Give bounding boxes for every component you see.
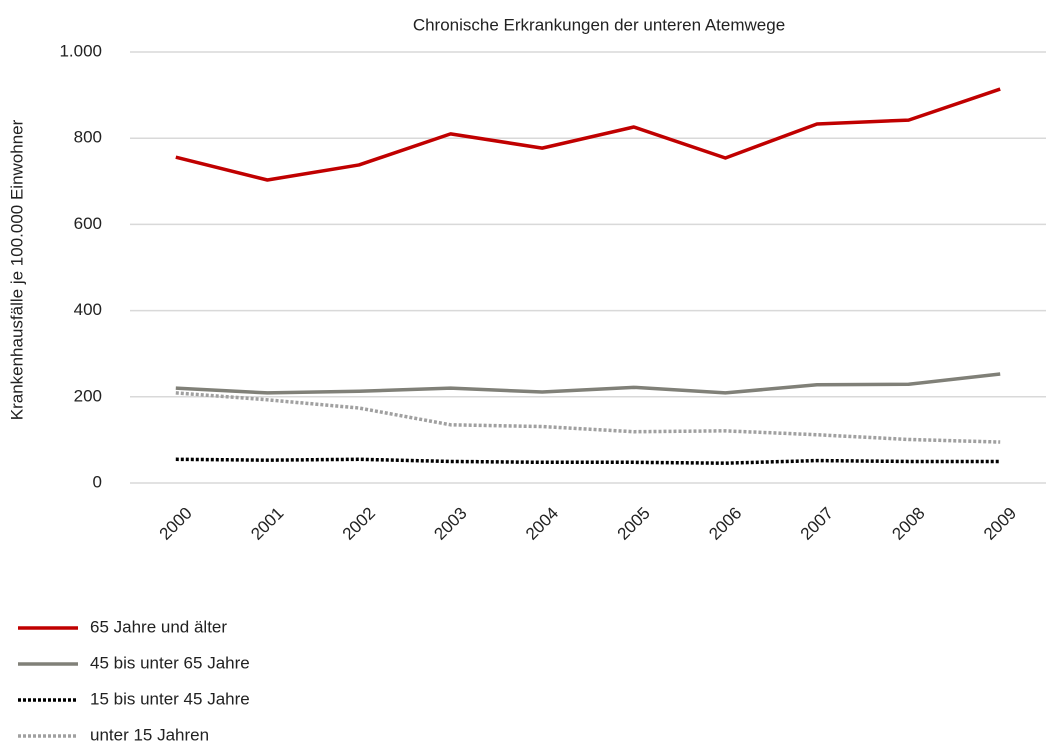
y-tick-label: 200 bbox=[74, 386, 102, 405]
y-tick-label: 600 bbox=[74, 214, 102, 233]
legend-label: 15 bis unter 45 Jahre bbox=[90, 689, 250, 708]
x-tick-label: 2009 bbox=[980, 504, 1020, 544]
x-tick-label: 2002 bbox=[339, 504, 379, 544]
x-tick-label: 2001 bbox=[247, 504, 287, 544]
series-line bbox=[175, 87, 1001, 182]
x-tick-label: 2003 bbox=[430, 504, 470, 544]
series-line bbox=[175, 372, 1001, 395]
y-tick-label: 800 bbox=[74, 128, 102, 147]
legend-label: unter 15 Jahren bbox=[90, 725, 209, 744]
legend-label: 45 bis unter 65 Jahre bbox=[90, 653, 250, 672]
y-tick-label: 1.000 bbox=[59, 41, 102, 60]
x-tick-label: 2008 bbox=[888, 504, 928, 544]
x-tick-label: 2007 bbox=[797, 504, 837, 544]
legend-label: 65 Jahre und älter bbox=[90, 617, 227, 636]
x-tick-label: 2005 bbox=[614, 504, 654, 544]
y-tick-label: 400 bbox=[74, 300, 102, 319]
y-tick-label: 0 bbox=[93, 472, 102, 491]
x-tick-label: 2000 bbox=[156, 504, 196, 544]
chart-title: Chronische Erkrankungen der unteren Atem… bbox=[413, 15, 785, 34]
series-line bbox=[175, 457, 1001, 465]
x-tick-label: 2006 bbox=[705, 504, 745, 544]
series-line bbox=[175, 391, 1001, 444]
y-axis-title: Krankenhausfälle je 100.000 Einwohner bbox=[7, 119, 26, 420]
x-tick-label: 2004 bbox=[522, 504, 562, 544]
